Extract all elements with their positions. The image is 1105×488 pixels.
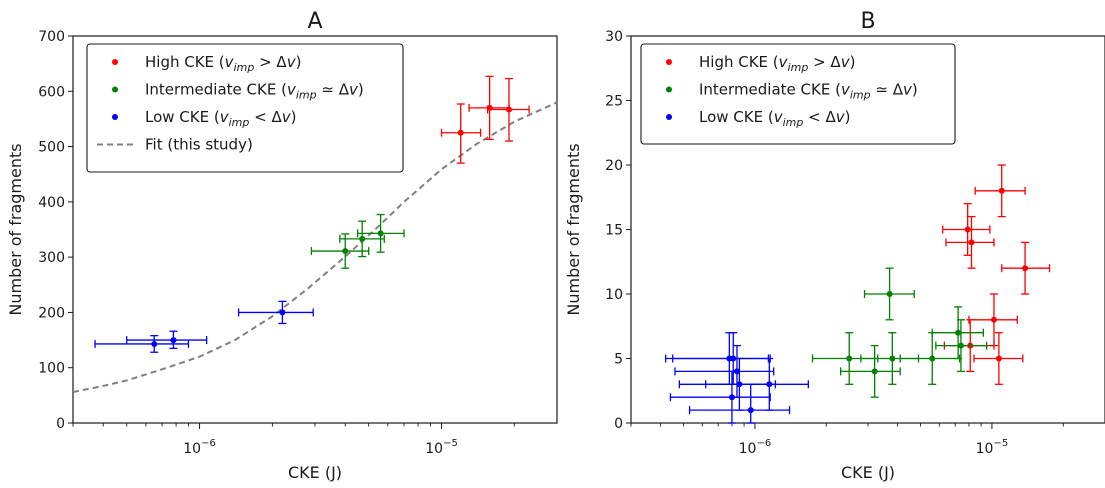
y-tick-label: 0: [614, 416, 623, 432]
data-point: [889, 355, 896, 362]
data-point: [998, 187, 1005, 194]
legend-marker: [666, 114, 672, 120]
data-point: [342, 248, 349, 255]
legend-marker: [666, 59, 672, 65]
error-bar: [486, 77, 530, 142]
y-tick-label: 500: [38, 140, 65, 156]
data-point: [990, 316, 997, 323]
data-point: [964, 226, 971, 233]
y-tick-label: 600: [38, 84, 65, 100]
panel-title: B: [860, 9, 875, 34]
data-point: [730, 355, 737, 362]
legend-label: Intermediate CKE (vimp ≃ Δv): [699, 81, 918, 102]
y-tick-label: 15: [605, 223, 623, 239]
data-point: [846, 355, 853, 362]
data-point: [733, 368, 740, 375]
y-tick-label: 5: [614, 352, 623, 368]
legend-label: High CKE (vimp > Δv): [699, 53, 855, 74]
data-point: [886, 291, 893, 297]
data-point: [871, 368, 878, 375]
data-point: [457, 129, 464, 136]
x-tick-label: 10−6: [183, 438, 216, 457]
data-point: [747, 407, 754, 414]
y-tick-label: 25: [605, 94, 623, 110]
data-point: [957, 342, 964, 349]
panel-b: B CKE (J) Number of fragments 0 5 10 15 20 25 30 1…: [564, 9, 1105, 482]
y-tick-label: 20: [605, 158, 623, 174]
data-point: [728, 394, 735, 401]
legend-marker: [112, 114, 118, 120]
data-point: [736, 381, 743, 388]
data-point: [359, 235, 366, 242]
legend-label: Fit (this study): [145, 136, 253, 154]
error-bar: [672, 332, 771, 385]
legend-box: [86, 43, 404, 173]
data-point: [968, 239, 975, 246]
legend-label: Low CKE (vimp < Δv): [145, 108, 297, 129]
data-point: [995, 355, 1002, 362]
legend-label: Intermediate CKE (vimp ≃ Δv): [145, 81, 364, 102]
y-tick-label: 0: [56, 416, 65, 432]
y-tick-label: 700: [38, 29, 65, 45]
data-point: [929, 355, 936, 362]
error-bar: [840, 344, 901, 398]
data-point: [170, 337, 177, 344]
data-point: [377, 230, 384, 237]
panel-a: A CKE (J) Number of fragments 0 100 200 300 400…: [6, 9, 558, 482]
error-bar: [688, 383, 791, 424]
y-tick-label: 200: [38, 305, 65, 321]
x-axis-label: CKE (J): [288, 463, 342, 482]
y-tick-label: 30: [605, 29, 623, 45]
error-bar: [126, 330, 208, 350]
data-point: [505, 106, 512, 113]
y-tick-label: 10: [605, 287, 623, 303]
y-axis-label: Number of fragments: [6, 143, 25, 315]
x-tick-label: 10−6: [739, 438, 772, 457]
x-tick-label: 10−5: [425, 438, 458, 457]
legend-marker: [112, 86, 118, 93]
legend-marker: [112, 59, 118, 65]
y-tick-label: 100: [38, 361, 65, 377]
data-point: [279, 309, 286, 316]
error-bar: [669, 370, 771, 424]
legend-marker: [666, 86, 672, 93]
legend-label: Low CKE (vimp < Δv): [699, 108, 851, 129]
legend-box: [640, 43, 956, 145]
panel-title: A: [307, 9, 322, 34]
y-tick-label: 300: [38, 250, 65, 266]
error-bar: [674, 344, 775, 398]
error-bar: [678, 357, 777, 411]
data-point: [955, 329, 962, 336]
legend-label: High CKE (vimp > Δv): [145, 53, 301, 74]
error-bar: [237, 300, 314, 325]
x-axis-label: CKE (J): [841, 463, 895, 482]
data-point: [151, 340, 158, 347]
x-tick-label: 10−5: [976, 438, 1009, 457]
y-axis-label: Number of fragments: [564, 143, 583, 315]
y-tick-label: 400: [38, 195, 65, 211]
data-point: [1022, 265, 1029, 272]
